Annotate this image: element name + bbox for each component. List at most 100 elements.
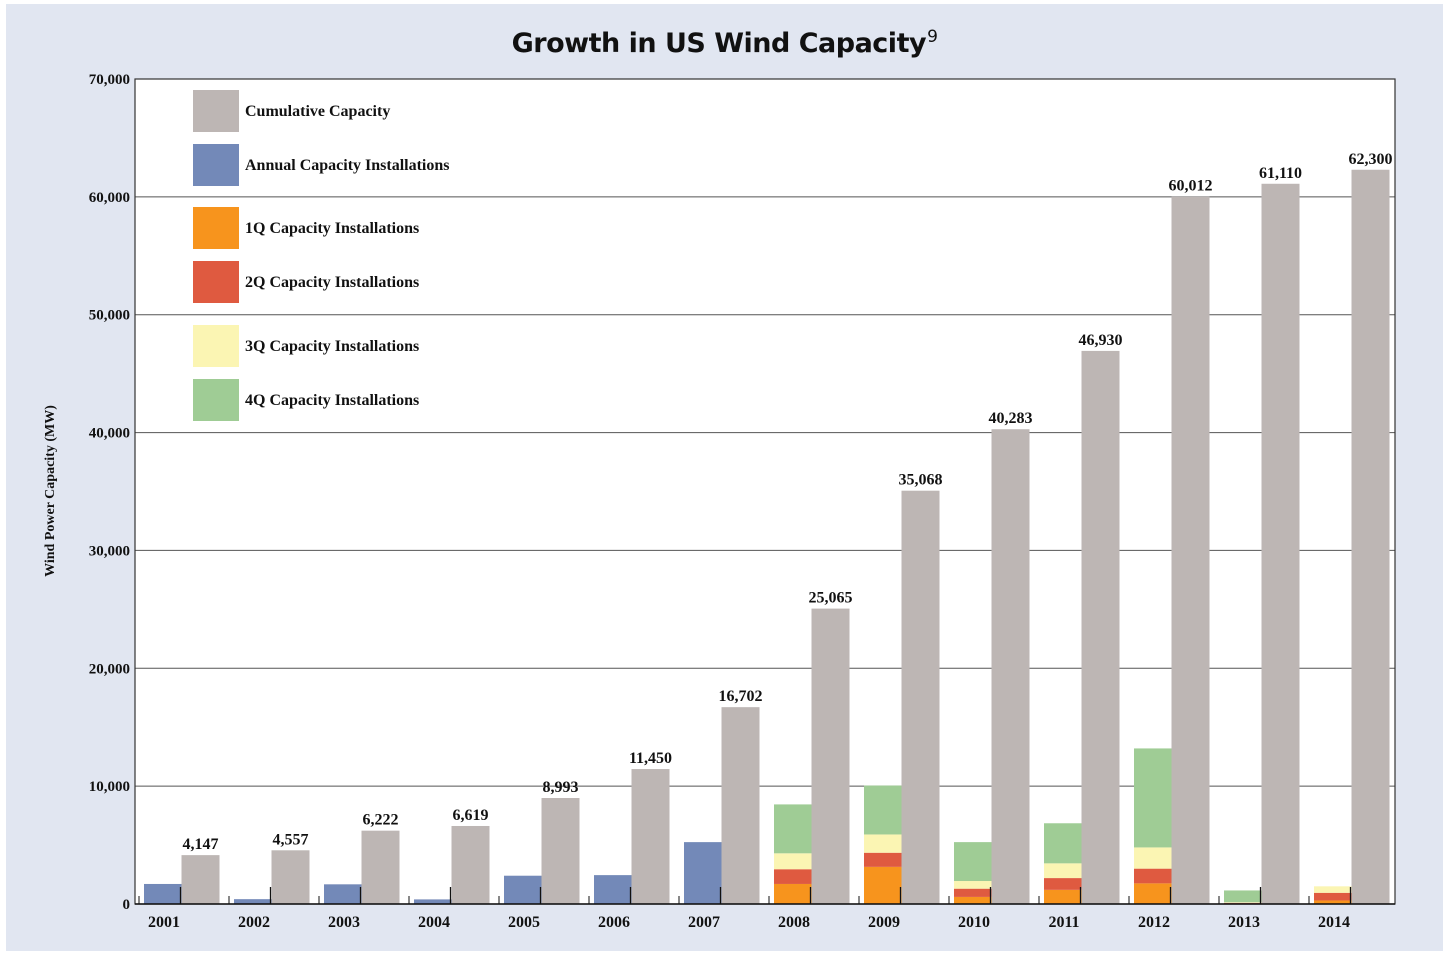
- bar-cumulative-2008: [811, 608, 850, 904]
- bar-q2-2013: [1224, 902, 1262, 904]
- bar-q4-2008: [774, 804, 812, 854]
- bar-cumulative-2014: [1351, 169, 1390, 904]
- data-label-2010: 40,283: [989, 410, 1033, 427]
- x-tick-label: 2002: [238, 914, 270, 931]
- bar-annual-2003: [324, 884, 362, 904]
- x-tick-label: 2006: [598, 914, 630, 931]
- legend-label-6: 4Q Capacity Installations: [245, 392, 419, 409]
- bar-q1-2014: [1314, 900, 1352, 904]
- bar-q3-2012: [1134, 847, 1172, 869]
- x-tick-label: 2009: [868, 914, 900, 931]
- legend-swatch-1: [193, 90, 239, 132]
- x-tick-label: 2005: [508, 914, 540, 931]
- x-tick-label: 2014: [1318, 914, 1350, 931]
- data-label-2012: 60,012: [1169, 178, 1213, 195]
- x-tick-label: 2011: [1048, 914, 1079, 931]
- x-tick-label: 2008: [778, 914, 810, 931]
- x-ticks: [138, 887, 1352, 904]
- data-label-2007: 16,702: [719, 688, 763, 705]
- bar-annual-2002: [234, 899, 272, 904]
- legend-swatch-5: [193, 325, 239, 367]
- data-label-2003: 6,222: [363, 812, 399, 829]
- x-tick-label: 2007: [688, 914, 720, 931]
- bar-cumulative-2001: [181, 855, 220, 904]
- bar-cumulative-2002: [271, 850, 310, 904]
- data-label-2009: 35,068: [899, 472, 943, 489]
- bar-q2-2010: [954, 888, 992, 897]
- legend-label-3: 1Q Capacity Installations: [245, 220, 419, 237]
- data-label-2011: 46,930: [1079, 332, 1123, 349]
- data-label-2014: 62,300: [1349, 151, 1393, 168]
- x-tick-label: 2010: [958, 914, 990, 931]
- legend: Cumulative Capacity Annual Capacity Insta…: [193, 90, 450, 421]
- y-tick-label: 20,000: [89, 661, 130, 677]
- x-tick-label: 2012: [1138, 914, 1170, 931]
- data-label-2005: 8,993: [543, 779, 579, 796]
- y-tick-label: 10,000: [89, 779, 130, 795]
- y-tick-label: 40,000: [89, 426, 130, 442]
- bar-q4-2013: [1224, 890, 1262, 903]
- bar-q1-2009: [864, 866, 902, 904]
- legend-label-2: Annual Capacity Installations: [245, 157, 450, 174]
- bar-q3-2014: [1314, 886, 1352, 893]
- legend-label-5: 3Q Capacity Installations: [245, 338, 419, 355]
- bar-cumulative-2012: [1171, 196, 1210, 905]
- bar-cumulative-2010: [991, 429, 1030, 904]
- x-tick-label: 2001: [148, 914, 180, 931]
- y-tick-label: 0: [123, 897, 131, 913]
- bars: [144, 169, 1390, 905]
- bar-q2-2009: [864, 852, 902, 867]
- legend-label-1: Cumulative Capacity: [245, 103, 390, 120]
- bar-q1-2012: [1134, 883, 1172, 904]
- bar-q4-2009: [864, 785, 902, 835]
- bar-q2-2011: [1044, 878, 1082, 890]
- bar-cumulative-2004: [451, 825, 490, 904]
- data-label-2006: 11,450: [629, 750, 672, 767]
- bar-q3-2011: [1044, 863, 1082, 879]
- legend-label-4: 2Q Capacity Installations: [245, 274, 419, 291]
- legend-swatch-4: [193, 261, 239, 303]
- bar-cumulative-2013: [1261, 183, 1300, 904]
- bar-annual-2005: [504, 875, 542, 904]
- y-axis-label: Wind Power Capacity (MW): [43, 405, 58, 577]
- legend-swatch-2: [193, 144, 239, 186]
- bar-cumulative-2011: [1081, 350, 1120, 904]
- bar-annual-2004: [414, 899, 452, 904]
- legend-swatch-3: [193, 207, 239, 249]
- y-tick-label: 50,000: [89, 308, 130, 324]
- title-footnote: 9: [927, 27, 938, 47]
- bar-q1-2011: [1044, 889, 1082, 904]
- data-label-2002: 4,557: [273, 831, 309, 848]
- y-tick-label: 30,000: [89, 543, 130, 559]
- data-labels: 4,147 4,557 6,222 6,619 8,993 11,450 16,702 25,…: [183, 151, 1393, 853]
- bar-q1-2008: [774, 883, 812, 904]
- bar-cumulative-2005: [541, 798, 580, 904]
- data-label-2001: 4,147: [183, 836, 219, 853]
- bar-q2-2014: [1314, 892, 1352, 901]
- bar-cumulative-2003: [361, 830, 400, 904]
- data-label-2013: 61,110: [1259, 165, 1302, 182]
- bar-q3-2008: [774, 853, 812, 870]
- chart-title: Growth in US Wind Capacity9: [0, 27, 1449, 59]
- data-label-2004: 6,619: [453, 807, 489, 824]
- bar-cumulative-2006: [631, 769, 670, 904]
- bar-annual-2007: [684, 842, 722, 904]
- bar-q3-2009: [864, 834, 902, 853]
- bar-q3-2013: [1224, 902, 1262, 903]
- bar-q4-2011: [1044, 823, 1082, 864]
- chart-title-text: Growth in US Wind Capacity: [511, 28, 927, 59]
- bar-cumulative-2009: [901, 490, 940, 904]
- x-tick-label: 2003: [328, 914, 360, 931]
- bar-annual-2006: [594, 875, 632, 904]
- bar-q2-2008: [774, 869, 812, 884]
- axes: 0 10,000 20,000 30,000 40,000 50,000 60,000 70,…: [89, 72, 1396, 931]
- bar-q3-2010: [954, 881, 992, 889]
- bar-q2-2012: [1134, 868, 1172, 884]
- x-tick-label: 2013: [1228, 914, 1260, 931]
- bar-annual-2001: [144, 883, 182, 904]
- y-tick-label: 60,000: [89, 190, 130, 206]
- bar-q4-2012: [1134, 748, 1172, 848]
- legend-swatch-6: [193, 379, 239, 421]
- data-label-2008: 25,065: [809, 590, 853, 607]
